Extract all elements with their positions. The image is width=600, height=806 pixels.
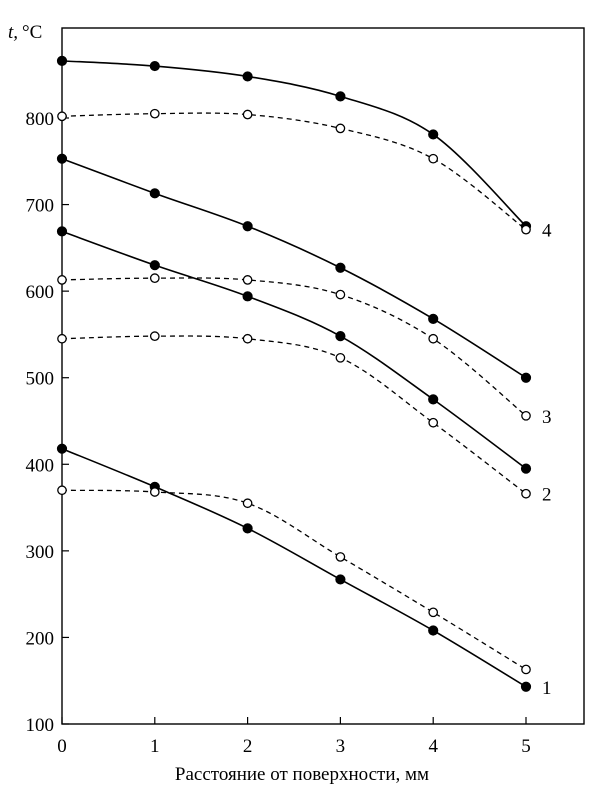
curve-label-4: 4 [542,221,552,242]
x-tick-label: 4 [428,736,438,757]
y-tick-label: 400 [26,455,55,476]
data-point-3-open [149,273,160,284]
data-point-1-filled [520,681,532,692]
x-tick-label: 0 [57,736,67,757]
data-point-1-filled [242,523,253,534]
data-point-3-filled [428,313,439,324]
x-tick-label: 1 [150,736,160,757]
data-point-4-open [521,224,531,235]
curve-label-3: 3 [542,407,552,428]
data-point-3-open [57,275,67,285]
series-layer [56,55,532,692]
data-point-3-open [521,410,531,421]
data-point-4-filled [242,71,253,82]
data-point-3-filled [56,153,68,164]
data-point-2-open [242,333,253,344]
y-axis-title-symbol: t, [8,22,18,43]
y-tick-label: 500 [26,369,55,390]
data-point-1-open [521,664,531,675]
y-axis-title: t, °C [8,22,42,43]
data-point-2-open [149,331,160,342]
data-point-1-open [149,487,160,497]
data-point-3-filled [242,221,253,232]
data-point-4-filled [335,91,346,102]
series-line-4-open [61,112,527,231]
data-point-4-open [149,108,160,119]
data-point-3-open [428,333,439,344]
data-point-4-filled [56,55,68,66]
data-point-4-filled [149,60,160,72]
data-point-4-open [242,109,253,120]
series-line-1-filled [61,447,527,688]
data-point-4-open [428,153,439,164]
data-point-3-filled [335,262,346,273]
y-tick-label: 100 [26,715,55,736]
data-point-1-filled [56,443,68,454]
series-line-4-filled [61,60,527,227]
data-point-1-open [335,552,346,562]
data-point-2-filled [56,226,68,237]
data-point-3-open [242,275,253,285]
plot-frame [61,27,585,725]
series-line-3-filled [61,157,527,379]
y-tick-label: 200 [26,628,55,649]
axes: 100 200 300 400 500 600 700 800 0 1 2 3 4 5 t, °C Рассто… [8,22,585,785]
data-point-4-open [57,111,67,122]
series-line-1-open [61,489,527,671]
data-point-2-open [335,352,346,363]
x-tick-label: 3 [336,736,346,757]
x-tick-label: 2 [243,736,253,757]
data-point-2-open [521,488,531,499]
data-point-2-open [57,333,67,344]
data-point-2-filled [335,331,346,342]
series-line-2-filled [61,230,527,470]
x-axis-title: Расстояние от поверхности, мм [175,764,429,785]
data-point-1-filled [428,625,439,636]
y-tick-label: 700 [26,196,55,217]
data-point-2-filled [428,394,439,405]
series-line-3-open [61,277,527,417]
data-point-1-open [242,498,253,509]
y-tick-label: 300 [26,542,55,563]
y-tick-label: 800 [26,109,55,130]
data-point-2-filled [149,260,160,271]
series-line-2-open [61,335,527,495]
data-point-4-filled [428,129,439,140]
data-point-2-filled [242,291,253,302]
data-point-2-open [428,417,439,428]
x-tick-label: 5 [521,736,531,757]
data-point-1-open [57,485,67,496]
data-point-3-open [335,289,346,300]
y-tick-label: 600 [26,282,55,303]
labels-layer: 1 2 3 4 [542,221,552,699]
y-axis-title-unit: °C [22,22,42,43]
data-point-3-filled [520,372,532,383]
curve-label-1: 1 [542,678,552,699]
data-point-1-filled [335,574,346,585]
data-point-3-filled [149,188,160,199]
data-point-4-open [335,123,346,134]
data-point-1-open [428,607,439,618]
curve-label-2: 2 [542,485,552,506]
data-point-2-filled [520,463,532,474]
